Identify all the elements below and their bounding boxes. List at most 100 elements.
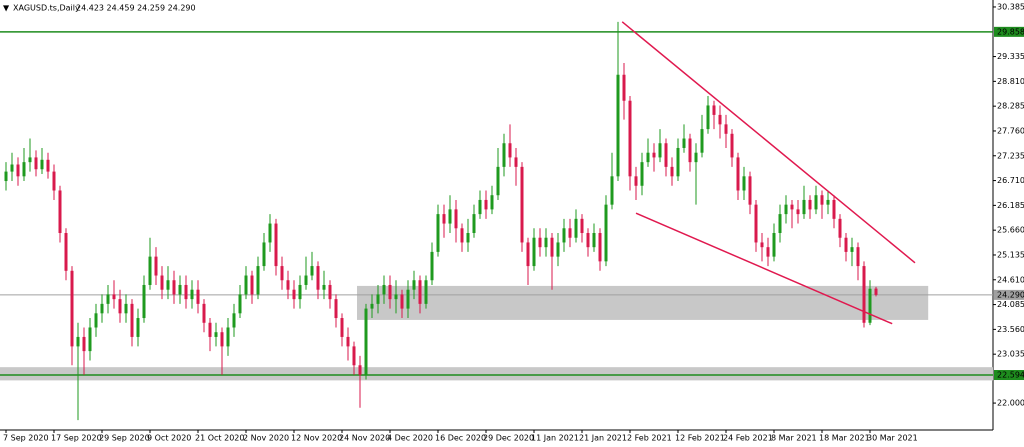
x-tick-label: 16 Dec 2020 — [435, 434, 486, 443]
candle-body — [472, 214, 476, 234]
candle-body — [730, 133, 734, 158]
candle-body — [64, 233, 68, 271]
candle-body — [22, 162, 26, 177]
x-tick-label: 24 Nov 2020 — [339, 434, 390, 443]
candle-body — [292, 289, 296, 300]
candle-body — [748, 176, 752, 205]
candle-body — [70, 270, 74, 347]
candle-body — [622, 74, 626, 101]
candle-body — [700, 129, 704, 153]
candle-body — [484, 199, 488, 210]
candle-body — [196, 289, 200, 304]
candle-body — [532, 237, 536, 267]
candle-body — [862, 266, 866, 323]
candle-body — [316, 266, 320, 290]
candle-body — [178, 284, 182, 295]
candle-body — [280, 266, 284, 281]
candle-body — [706, 105, 710, 130]
y-tick-label: 26.710 — [997, 176, 1024, 185]
candle-body — [658, 143, 662, 158]
candle-body — [826, 199, 830, 205]
candle-body — [850, 247, 854, 252]
candle-body — [544, 237, 548, 248]
candle-body — [340, 318, 344, 337]
x-tick-label: 21 Oct 2020 — [195, 434, 244, 443]
candle-body — [736, 157, 740, 191]
candle-body — [424, 280, 428, 304]
candle-body — [4, 171, 8, 182]
candle-body — [580, 218, 584, 234]
y-tick-label: 27.760 — [997, 126, 1024, 135]
x-tick-label: 12 Feb 2021 — [675, 434, 725, 443]
candle-body — [460, 228, 464, 243]
candle-body — [250, 275, 254, 295]
candle-body — [184, 284, 188, 300]
y-tick-label: 27.235 — [997, 151, 1024, 160]
candle-body — [556, 242, 560, 257]
candle-body — [154, 256, 158, 276]
candle-body — [814, 195, 818, 210]
candle-body — [718, 114, 722, 125]
candle-body — [652, 152, 656, 158]
candle-body — [376, 294, 380, 304]
candle-body — [232, 313, 236, 328]
candle-body — [616, 74, 620, 177]
candle-body — [838, 218, 842, 238]
candle-body — [142, 284, 146, 319]
candle-body — [562, 228, 566, 243]
candle-body — [82, 336, 86, 352]
candle-body — [646, 152, 650, 163]
candle-body — [568, 228, 572, 238]
candle-body — [274, 223, 278, 267]
candle-body — [58, 190, 62, 234]
candle-body — [832, 199, 836, 219]
candle-body — [436, 214, 440, 252]
candle-body — [94, 313, 98, 328]
y-tick-label: 29.335 — [997, 52, 1024, 61]
candle-body — [538, 237, 542, 248]
candle-body — [550, 237, 554, 257]
candle-body — [466, 233, 470, 243]
price-box — [994, 370, 1024, 381]
candle-body — [310, 266, 314, 276]
y-tick-label: 28.810 — [997, 77, 1024, 86]
collapse-icon: ▼ — [3, 4, 10, 13]
candle-body — [742, 176, 746, 191]
candle-body — [388, 284, 392, 300]
candle-body — [682, 138, 686, 148]
candle-body — [448, 209, 452, 224]
candle-body — [358, 365, 362, 375]
candle-body — [442, 214, 446, 224]
candle-body — [676, 147, 680, 177]
candle-body — [370, 303, 374, 309]
candle-body — [100, 303, 104, 314]
y-tick-label: 30.385 — [997, 2, 1024, 11]
candle-body — [226, 327, 230, 347]
candle-body — [304, 275, 308, 285]
price-box-label: 24.290 — [997, 290, 1024, 299]
candle-body — [520, 166, 524, 243]
candle-body — [244, 275, 248, 295]
candle-body — [10, 164, 14, 172]
symbol: XAGUSD.ts,Daily — [13, 4, 80, 13]
candle-body — [502, 143, 506, 167]
candle-body — [454, 209, 458, 229]
x-tick-label: 17 Sep 2020 — [51, 434, 102, 443]
candle-body — [136, 318, 140, 337]
candle-body — [610, 176, 614, 205]
candle-body — [160, 275, 164, 290]
candle-body — [382, 284, 386, 295]
candle-body — [172, 280, 176, 295]
candle-body — [640, 162, 644, 186]
candle-body — [856, 247, 860, 267]
candle-body — [508, 143, 512, 158]
candle-body — [106, 294, 110, 304]
candle-body — [40, 159, 44, 170]
price-box — [994, 289, 1024, 300]
candle-body — [688, 138, 692, 163]
candle-body — [346, 336, 350, 347]
candle-body — [406, 289, 410, 309]
price-box — [994, 26, 1024, 37]
y-tick-label: 25.660 — [997, 226, 1024, 235]
